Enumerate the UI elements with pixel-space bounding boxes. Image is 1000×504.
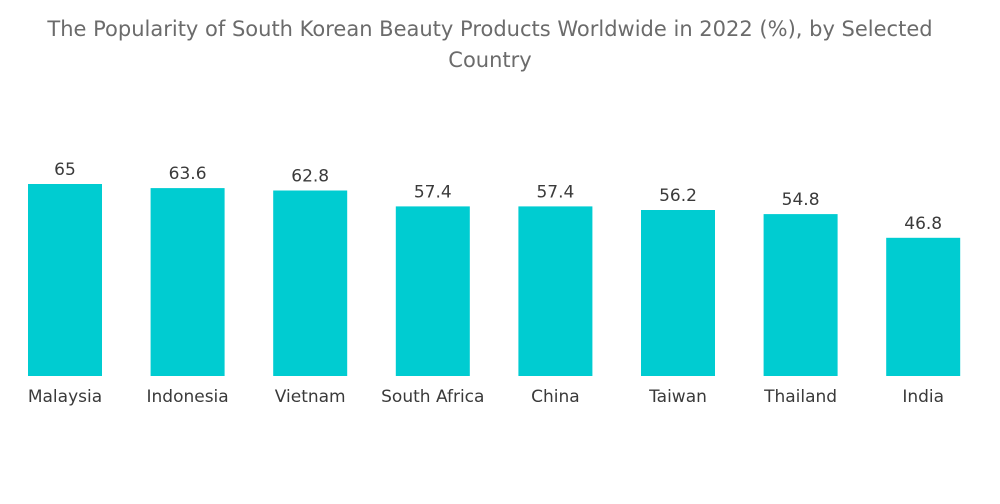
value-label: 62.8 [291, 167, 329, 187]
category-label: Vietnam [275, 387, 346, 407]
bar-india [886, 237, 961, 376]
value-label: 54.8 [782, 190, 820, 210]
value-label: 46.8 [904, 214, 942, 234]
category-label: Indonesia [146, 387, 228, 407]
value-labels-group: 65 63.6 62.8 57.4 57.4 56.2 54.8 46.8 [54, 160, 942, 234]
value-label: 57.4 [536, 182, 574, 202]
category-label: China [531, 387, 580, 407]
bar-indonesia [150, 188, 225, 376]
value-label: 57.4 [414, 182, 452, 202]
category-label: Malaysia [28, 387, 102, 407]
bar-vietnam [273, 190, 348, 376]
value-label: 56.2 [659, 186, 697, 206]
chart-title: The Popularity of South Korean Beauty Pr… [47, 17, 933, 72]
category-label: South Africa [381, 387, 484, 407]
bar-malaysia [28, 184, 102, 376]
bar-thailand [763, 214, 838, 376]
value-label: 65 [54, 160, 76, 180]
category-label: India [902, 387, 944, 407]
category-label: Taiwan [648, 387, 707, 407]
category-labels-group: Malaysia Indonesia Vietnam South Africa Chin… [28, 387, 944, 407]
bar-taiwan [641, 210, 715, 376]
category-label: Thailand [763, 387, 837, 407]
bar-china [518, 206, 593, 376]
bars-group [28, 184, 961, 376]
bar-south-africa [395, 206, 470, 376]
value-label: 63.6 [169, 164, 207, 184]
